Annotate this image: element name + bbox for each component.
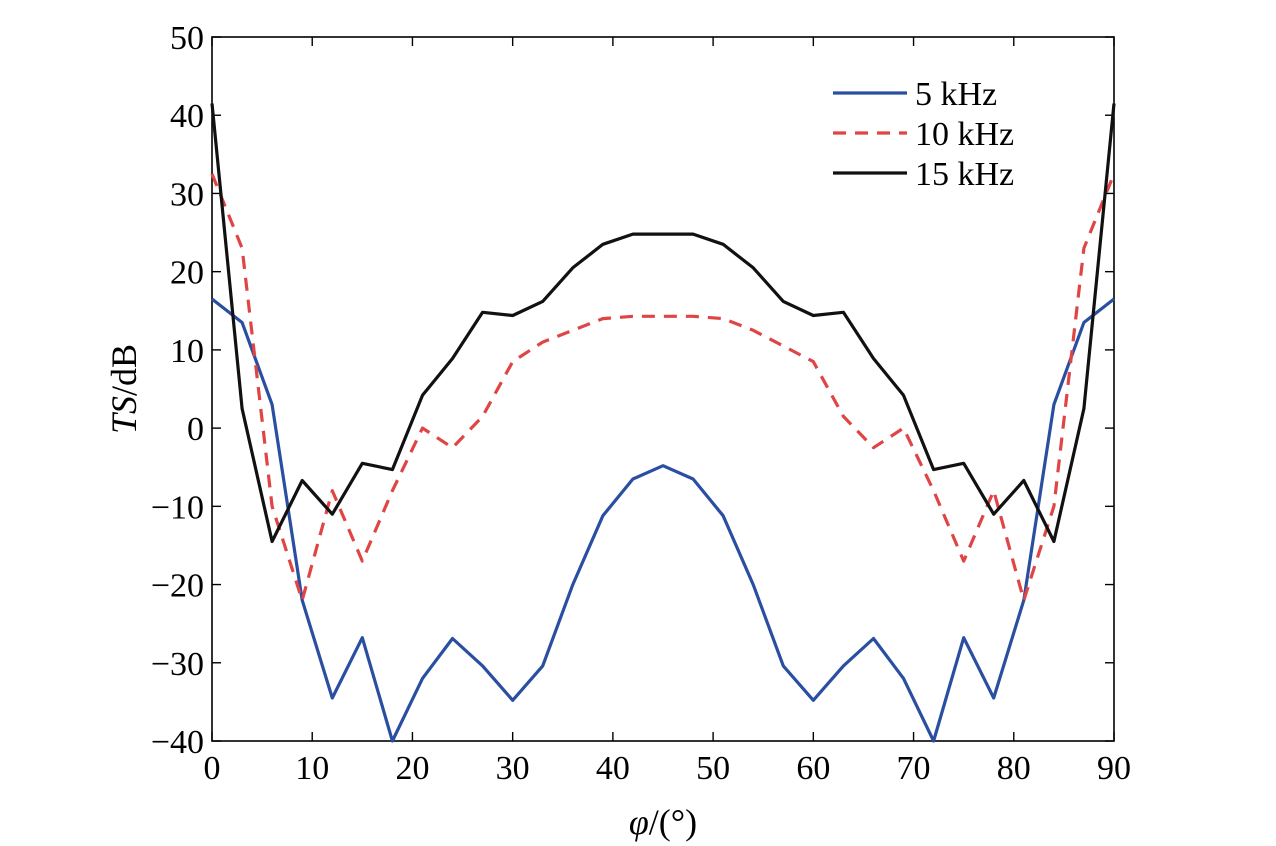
x-axis-symbol: φ <box>629 802 649 842</box>
series-lines <box>210 103 1116 743</box>
series-line-3 <box>210 103 1116 544</box>
x-tick-label: 70 <box>897 750 931 787</box>
plot-frame <box>211 36 1115 742</box>
x-tick-label: 60 <box>796 750 830 787</box>
y-tick-label: 30 <box>170 176 204 213</box>
x-tick-label: 90 <box>1097 750 1131 787</box>
x-tick-label: 50 <box>696 750 730 787</box>
legend-label-1: 5 kHz <box>915 76 997 113</box>
y-tick-label: 0 <box>187 411 204 448</box>
x-tick-label: 80 <box>997 750 1031 787</box>
y-tick-label: −20 <box>151 568 204 605</box>
x-axis-label: φ/(°) <box>629 802 697 842</box>
y-tick-label: −10 <box>151 489 204 526</box>
y-tick-label: 10 <box>170 333 204 370</box>
y-tick-label: −30 <box>151 646 204 683</box>
x-tick-label: 10 <box>295 750 329 787</box>
y-tick-label: 40 <box>170 98 204 135</box>
x-tick-label: 0 <box>204 750 221 787</box>
legend-label-2: 10 kHz <box>915 116 1014 153</box>
y-axis-symbol: TS <box>104 396 144 434</box>
x-axis-unit: /(°) <box>649 802 697 842</box>
legend-label-3: 15 kHz <box>915 156 1014 193</box>
x-tick-label: 20 <box>395 750 429 787</box>
series-line-1 <box>211 297 1115 743</box>
series-line-2 <box>210 173 1116 602</box>
axis-ticks: 0 10 20 30 40 50 60 70 80 90 −40 −30 −20 −10 0 10 20 30 40… <box>151 20 1131 787</box>
y-axis-unit: /dB <box>104 344 144 396</box>
y-tick-label: −40 <box>151 724 204 761</box>
y-tick-label: 20 <box>170 255 204 292</box>
y-tick-label: 50 <box>170 20 204 57</box>
x-tick-label: 40 <box>596 750 630 787</box>
x-tick-label: 30 <box>496 750 530 787</box>
y-axis-label: TS/dB <box>104 344 144 434</box>
